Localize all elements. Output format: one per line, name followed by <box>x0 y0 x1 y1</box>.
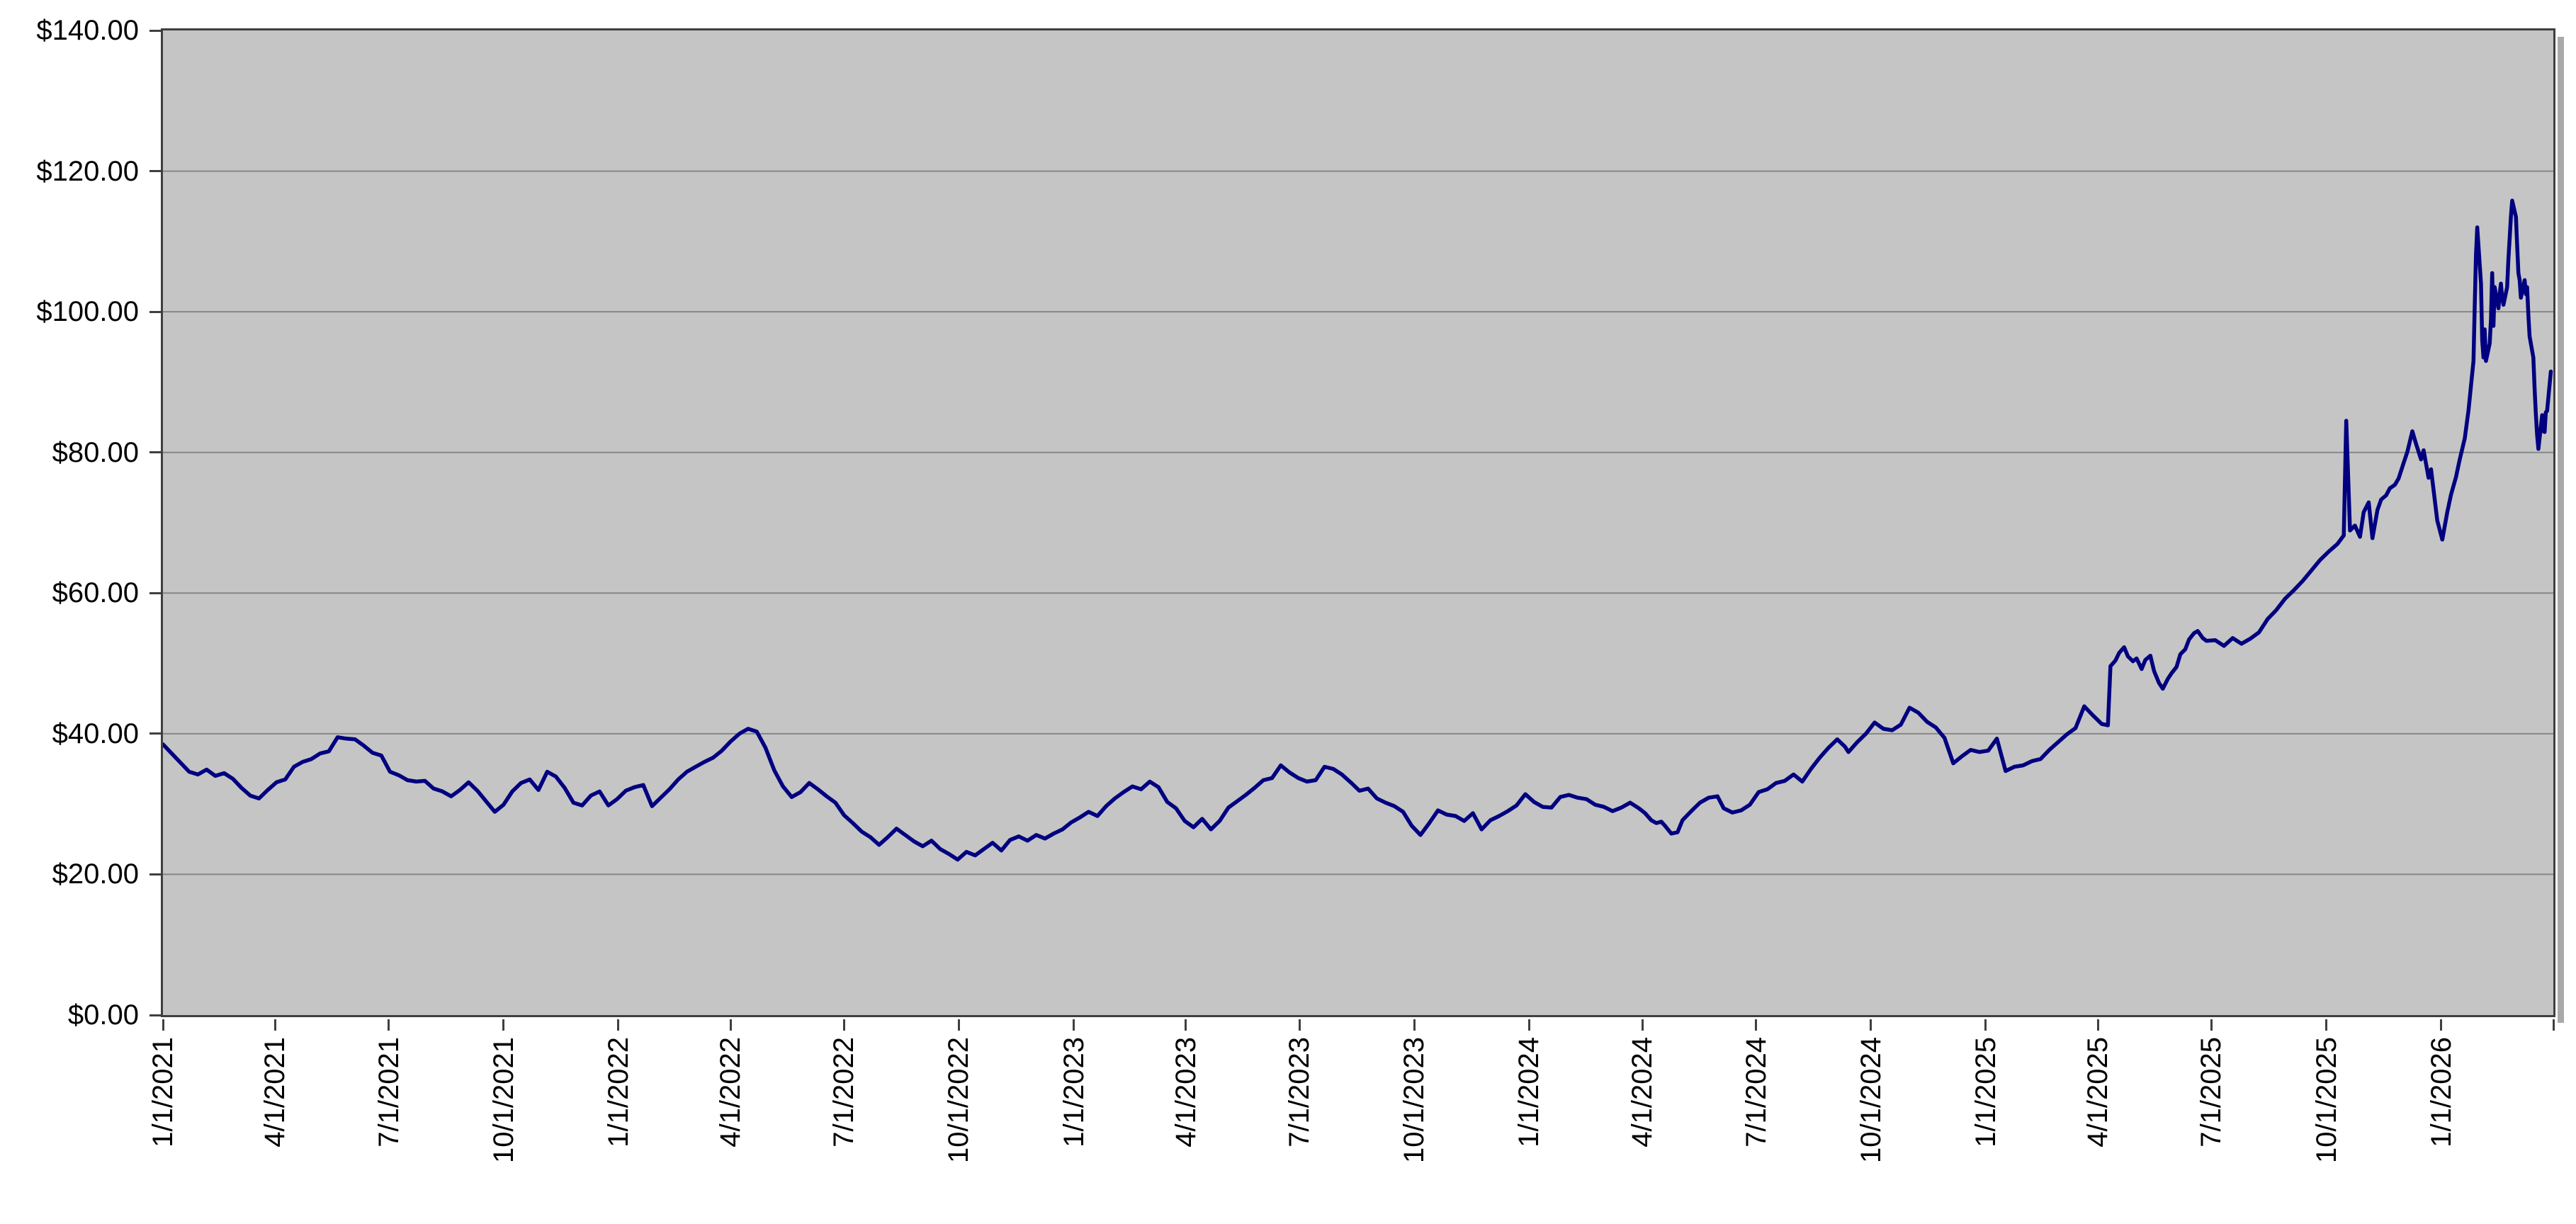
x-tick <box>1755 1019 1758 1031</box>
x-tick <box>2096 1019 2099 1031</box>
x-axis-label: 10/1/2023 <box>1399 1037 1430 1163</box>
y-tick <box>149 591 161 594</box>
x-tick <box>1527 1019 1530 1031</box>
y-axis-label: $80.00 <box>52 436 139 468</box>
y-tick <box>149 170 161 173</box>
x-tick <box>502 1019 505 1031</box>
y-axis-label: $140.00 <box>36 15 139 46</box>
x-tick <box>1298 1019 1301 1031</box>
y-tick <box>149 451 161 454</box>
x-tick <box>2552 1019 2555 1031</box>
price-series-plot <box>163 170 2553 876</box>
x-axis-label: 1/1/2023 <box>1058 1037 1090 1148</box>
x-axis-label: 1/1/2025 <box>1970 1037 2001 1148</box>
x-axis-label: 4/1/2024 <box>1627 1037 1659 1148</box>
x-tick <box>1073 1019 1075 1031</box>
y-tick <box>149 310 161 313</box>
x-tick <box>2440 1019 2442 1031</box>
y-axis-label: $40.00 <box>52 718 139 749</box>
y-axis-label: $120.00 <box>36 155 139 187</box>
y-axis-label: $20.00 <box>52 858 139 890</box>
x-tick <box>1413 1019 1416 1031</box>
x-tick <box>617 1019 620 1031</box>
y-tick <box>149 1014 161 1016</box>
plot-shadow <box>2558 37 2564 1023</box>
x-axis-label: 7/1/2025 <box>2196 1037 2227 1148</box>
x-tick <box>729 1019 732 1031</box>
x-axis-label: 10/1/2024 <box>1855 1037 1887 1163</box>
x-tick <box>162 1019 164 1031</box>
plot-area <box>161 28 2555 1017</box>
x-axis-label: 1/1/2026 <box>2425 1037 2457 1148</box>
x-axis-label: 4/1/2023 <box>1170 1037 1202 1148</box>
x-axis-label: 1/1/2022 <box>602 1037 634 1148</box>
x-tick <box>1185 1019 1187 1031</box>
x-axis-label: 4/1/2021 <box>259 1037 291 1148</box>
x-axis-label: 10/1/2025 <box>2310 1037 2342 1163</box>
x-tick <box>842 1019 845 1031</box>
x-axis-label: 1/1/2021 <box>147 1037 179 1148</box>
y-tick <box>149 732 161 735</box>
y-axis-label: $100.00 <box>36 296 139 328</box>
x-axis-label: 4/1/2022 <box>715 1037 747 1148</box>
x-tick <box>2325 1019 2327 1031</box>
x-tick <box>957 1019 960 1031</box>
x-axis-label: 1/1/2024 <box>1513 1037 1545 1148</box>
x-axis-label: 10/1/2021 <box>487 1037 519 1163</box>
x-tick <box>1870 1019 1872 1031</box>
x-tick <box>1984 1019 1987 1031</box>
y-axis-label: $60.00 <box>52 577 139 609</box>
x-tick <box>388 1019 390 1031</box>
x-tick <box>1641 1019 1644 1031</box>
x-axis-label: 10/1/2022 <box>943 1037 975 1163</box>
x-axis-label: 7/1/2024 <box>1740 1037 1772 1148</box>
x-axis-label: 4/1/2025 <box>2082 1037 2114 1148</box>
y-tick <box>149 873 161 876</box>
price-line <box>163 198 2553 862</box>
x-axis-label: 7/1/2023 <box>1284 1037 1316 1148</box>
x-axis-label: 7/1/2022 <box>828 1037 860 1148</box>
x-axis-label: 7/1/2021 <box>373 1037 405 1148</box>
y-axis-label: $0.00 <box>67 999 139 1031</box>
x-tick <box>2210 1019 2213 1031</box>
x-tick <box>273 1019 276 1031</box>
y-tick <box>149 29 161 32</box>
